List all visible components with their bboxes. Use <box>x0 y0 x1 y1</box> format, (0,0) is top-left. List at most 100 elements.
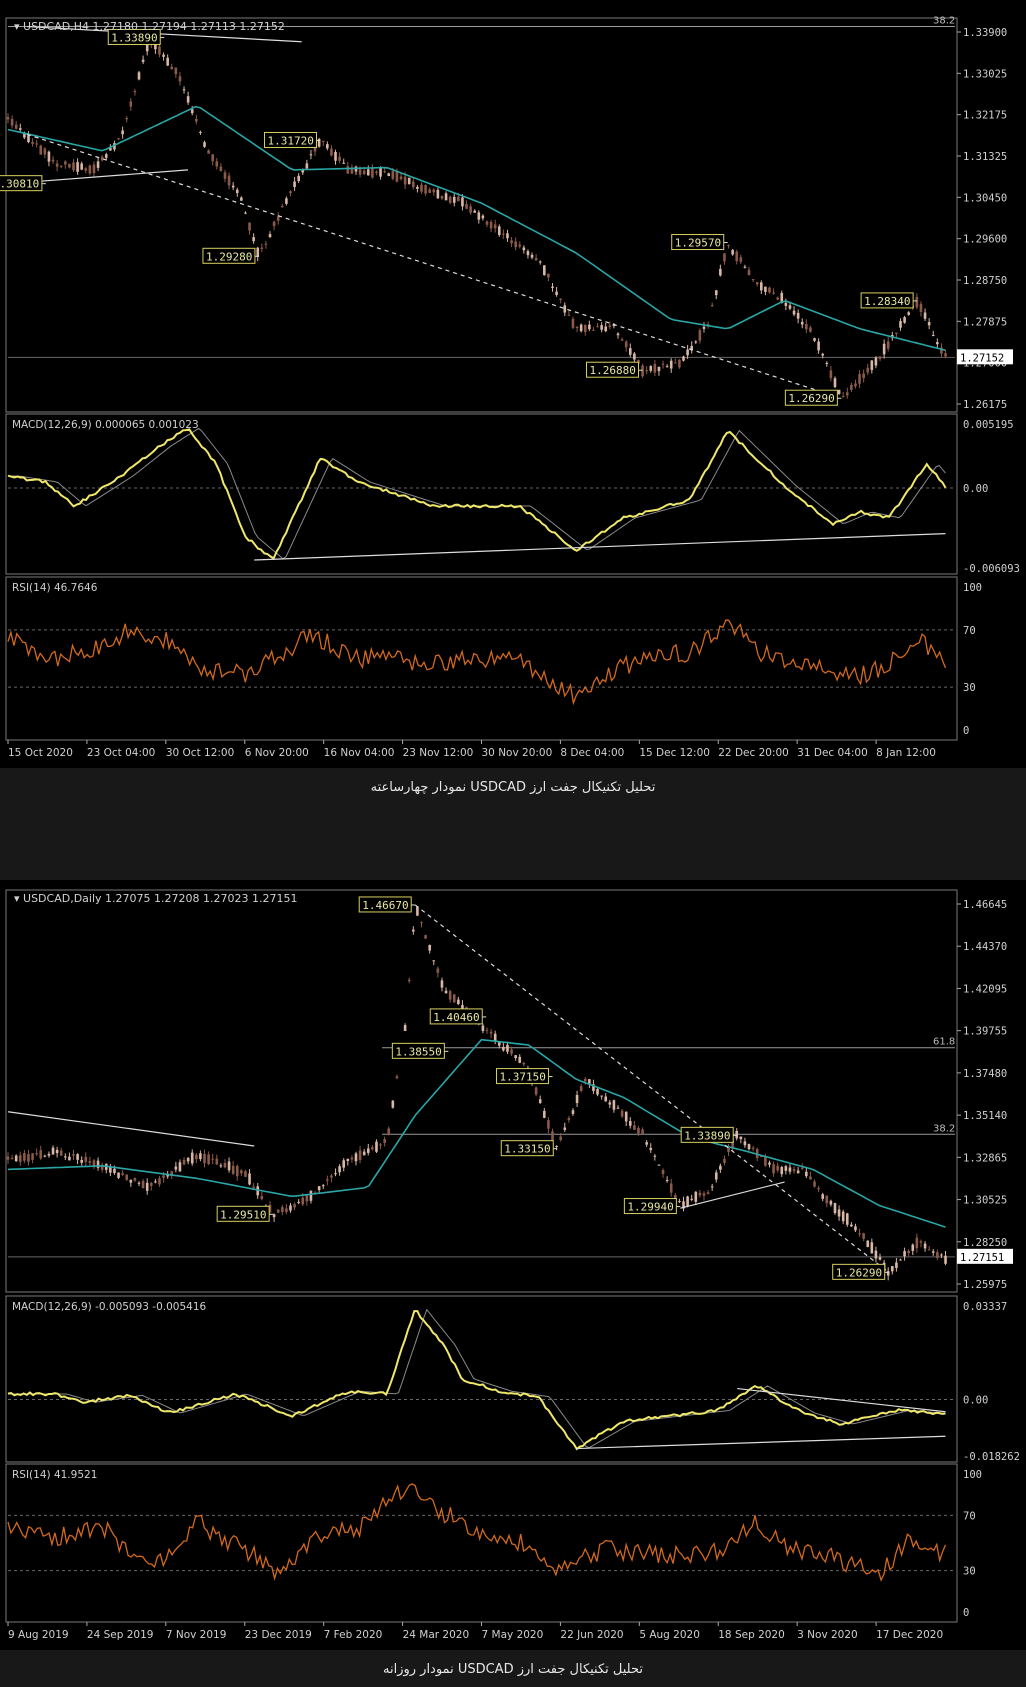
candle-body <box>461 197 464 207</box>
candle-body <box>51 1147 55 1155</box>
moving-average-line <box>7 1038 946 1228</box>
candle-body <box>158 1178 161 1185</box>
candle-body <box>526 251 530 256</box>
daily-chart-svg: 1.46645 1.44370 1.42095 1.39755 1.37480 1.351… <box>5 889 1020 1641</box>
last-price-label: 1.27152 <box>960 352 1004 364</box>
candle-body <box>154 1181 157 1183</box>
rsi-tick-label: 0 <box>963 1607 969 1619</box>
candle-body <box>727 1147 730 1152</box>
candle-body <box>35 143 38 145</box>
candle-body <box>207 1154 210 1165</box>
candle-body <box>76 162 79 172</box>
candle-body <box>248 222 251 231</box>
candle-body <box>391 1100 395 1108</box>
candle-body <box>776 1165 779 1171</box>
candle-body <box>121 130 124 135</box>
candle-body <box>227 175 231 186</box>
candle-body <box>133 91 137 93</box>
price-tick-label: 1.32175 <box>963 110 1007 122</box>
candle-body <box>682 1201 685 1209</box>
candle-body <box>649 1147 653 1151</box>
x-tick-label: 18 Sep 2020 <box>718 1629 785 1641</box>
candle-body <box>444 990 448 994</box>
candle-body <box>805 1171 808 1177</box>
candle-body <box>837 1209 841 1217</box>
candle-body <box>252 1186 255 1188</box>
candle-body <box>805 323 808 330</box>
x-tick-label: 23 Nov 12:00 <box>403 747 474 759</box>
candle-body <box>809 1176 812 1180</box>
candle-body <box>870 1242 874 1254</box>
candle-body <box>113 1168 116 1174</box>
candle-body <box>420 184 423 192</box>
candle-body <box>366 169 370 176</box>
h4-chart-caption: تحلیل تکنیکال جفت ارز USDCAD نمودار چهار… <box>370 780 656 795</box>
x-tick-label: 7 Nov 2019 <box>166 1629 227 1641</box>
candle-body <box>620 339 624 341</box>
candle-body <box>723 1158 726 1163</box>
candle-body <box>547 1120 550 1129</box>
candle-body <box>219 166 223 172</box>
candle-body <box>698 1192 702 1196</box>
candle-body <box>813 1181 816 1187</box>
macd-trendline <box>737 1387 946 1413</box>
candle-body <box>510 1049 513 1054</box>
candle-body <box>301 1197 305 1205</box>
candle-body <box>845 1213 849 1225</box>
rsi-tick-label: 100 <box>963 582 982 594</box>
candle-body <box>497 1041 501 1046</box>
x-tick-label: 24 Mar 2020 <box>403 1629 470 1641</box>
candle-body <box>833 378 837 388</box>
candle-body <box>428 944 431 951</box>
price-tick-label: 1.35140 <box>963 1110 1007 1122</box>
candle-body <box>195 118 198 122</box>
price-annotation-box <box>202 247 256 264</box>
candle-body <box>624 1111 628 1122</box>
candle-body <box>51 159 55 162</box>
candle-body <box>47 151 51 162</box>
price-tick-label: 1.27875 <box>963 316 1007 328</box>
h4-chart-panel: 1.33900 1.33025 1.32175 1.31325 1.30450 1.296… <box>0 0 1026 768</box>
candle-body <box>113 143 116 150</box>
candle-body <box>190 1152 194 1164</box>
candle-body <box>289 191 292 194</box>
candle-body <box>354 1153 358 1162</box>
candle-body <box>223 1163 227 1168</box>
candle-body <box>927 1249 931 1251</box>
panel-frame <box>5 17 958 413</box>
macd-signal-line <box>8 1308 946 1449</box>
candle-body <box>669 1183 673 1193</box>
price-tick-label: 1.29600 <box>963 234 1007 246</box>
candle-body <box>432 189 436 193</box>
candle-body <box>256 247 260 257</box>
candle-body <box>203 1153 206 1164</box>
candle-body <box>592 329 595 331</box>
candle-body <box>6 117 10 120</box>
candle-body <box>256 1186 260 1196</box>
candle-body <box>739 1136 743 1140</box>
price-tick-label: 1.33900 <box>963 27 1007 39</box>
candle-body <box>514 1055 517 1059</box>
candle-body <box>145 1182 149 1191</box>
candle-body <box>137 1182 141 1184</box>
candle-body <box>907 312 910 315</box>
candle-body <box>440 980 444 988</box>
candle-body <box>731 1139 734 1149</box>
candle-body <box>702 326 706 329</box>
price-annotation-box <box>784 389 838 406</box>
candle-body <box>866 367 870 373</box>
candle-body <box>203 142 206 147</box>
candle-body <box>931 1251 935 1253</box>
candle-body <box>436 189 440 199</box>
candle-body <box>362 1151 366 1156</box>
candle-body <box>350 167 354 174</box>
candle-body <box>199 131 202 133</box>
candle-body <box>735 251 739 262</box>
price-annotation-label: 1.38550 <box>395 1045 441 1058</box>
candle-body <box>334 1173 337 1175</box>
macd-trendline <box>576 1435 946 1450</box>
daily-chart-caption: تحلیل تکنیکال جفت ارز USDCAD نمودار روزا… <box>383 1662 643 1677</box>
candle-body <box>571 1110 575 1114</box>
price-annotation-label: 1.26290 <box>836 1266 882 1279</box>
price-annotation-label: 1.33890 <box>111 31 157 44</box>
